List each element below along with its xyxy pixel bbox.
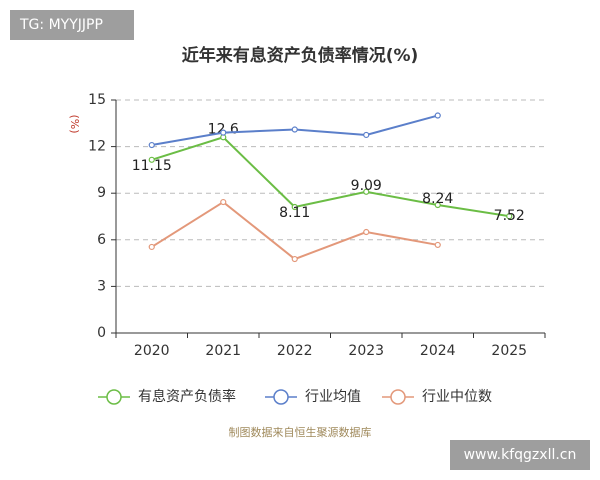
source-note: 制图数据来自恒生聚源数据库	[229, 425, 372, 439]
x-tick-label: 2020	[134, 343, 170, 359]
legend-marker	[273, 389, 289, 405]
data-point	[291, 255, 298, 263]
data-label: 7.52	[494, 208, 525, 224]
legend-marker	[390, 389, 406, 405]
y-tick-label: 12	[88, 139, 106, 155]
y-tick-label: 0	[97, 325, 106, 341]
data-point	[434, 112, 441, 119]
watermark: www.kfqgzxll.cn	[464, 447, 577, 463]
x-tick-label: 2024	[420, 343, 456, 359]
y-tick-label: 9	[97, 185, 106, 201]
data-point	[220, 129, 227, 136]
legend-label: 行业均值	[305, 389, 361, 405]
x-tick-label: 2021	[205, 343, 241, 359]
data-point	[148, 243, 155, 251]
data-point	[220, 198, 227, 206]
y-tick-label: 15	[88, 92, 106, 108]
data-label: 11.15	[132, 158, 172, 174]
data-point	[363, 131, 370, 139]
series-line	[151, 136, 510, 218]
data-point	[434, 201, 441, 209]
legend-label: 行业中位数	[422, 389, 492, 405]
data-point	[148, 156, 155, 163]
data-point	[291, 126, 298, 133]
data-point	[148, 141, 155, 149]
watermark: TG: MYYJJPP	[19, 17, 103, 33]
chart-title: 近年来有息资产负债率情况(%)	[182, 45, 419, 66]
x-tick-label: 2022	[277, 343, 313, 359]
data-point	[291, 203, 298, 211]
y-tick-label: 3	[97, 278, 106, 294]
data-label: 9.09	[351, 178, 382, 194]
data-label: 8.24	[422, 191, 453, 207]
watermark-box	[450, 440, 590, 470]
legend-marker	[106, 389, 122, 405]
data-point	[363, 188, 370, 195]
data-label: 8.11	[279, 205, 310, 221]
legend-label: 有息资产负债率	[138, 388, 236, 405]
watermark-box	[10, 10, 134, 40]
y-axis-label: (%)	[68, 114, 81, 133]
data-point	[434, 241, 441, 249]
x-tick-label: 2025	[491, 343, 527, 359]
data-point	[506, 213, 513, 220]
x-tick-label: 2023	[348, 343, 384, 359]
y-tick-label: 6	[97, 232, 106, 248]
data-point	[363, 228, 370, 236]
